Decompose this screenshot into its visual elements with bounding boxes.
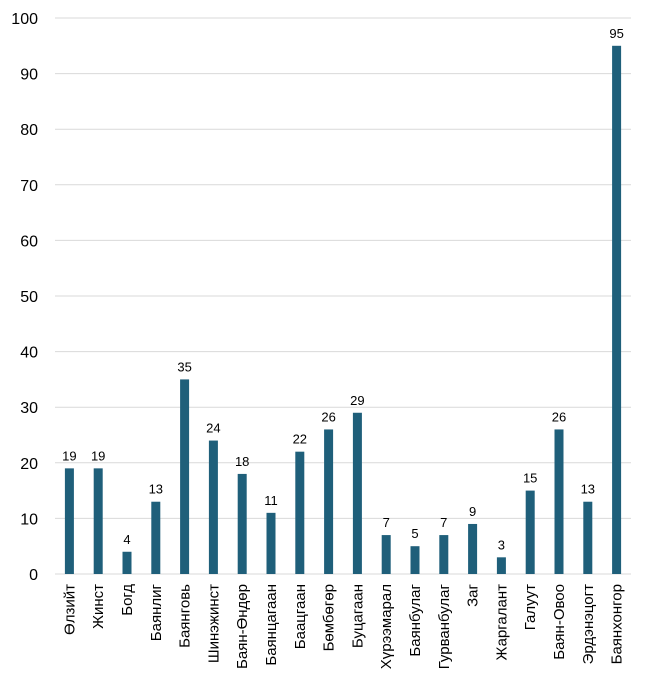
data-label: 19 xyxy=(91,448,105,463)
bar xyxy=(468,523,478,574)
data-label: 15 xyxy=(523,471,537,486)
x-tick-label: Гурванбулаг xyxy=(436,583,453,669)
data-label: 11 xyxy=(264,493,278,508)
data-label: 13 xyxy=(581,482,595,497)
y-tick-label: 40 xyxy=(20,345,38,362)
bar xyxy=(64,468,74,574)
bar xyxy=(352,412,362,574)
data-label: 5 xyxy=(411,526,418,541)
y-tick-label: 60 xyxy=(20,233,38,250)
data-label: 26 xyxy=(552,409,566,424)
bar xyxy=(122,551,132,574)
data-labels: 19 19 4 13 35 24 18 11 22 26 29 7 5 7 9 3 15 26 13 95 xyxy=(62,26,624,553)
data-label: 7 xyxy=(383,515,390,530)
x-tick-label: Баян-Овоо xyxy=(551,584,568,660)
x-tick-label: Галуут xyxy=(522,584,539,630)
x-tick-label: Хүрээмарал xyxy=(378,584,395,669)
bar xyxy=(295,451,305,574)
x-tick-label: Баянцагаан xyxy=(263,584,280,666)
bar xyxy=(410,546,420,574)
x-tick-label: Баянхонгор xyxy=(609,584,626,664)
data-label: 19 xyxy=(62,448,76,463)
data-label: 26 xyxy=(321,409,335,424)
gridlines xyxy=(55,17,631,519)
x-tick-label: Баянбулаг xyxy=(407,583,424,656)
x-tick-label: Жинст xyxy=(90,584,107,629)
y-tick-label: 10 xyxy=(20,511,38,528)
x-tick-label: Өлзийт xyxy=(61,584,78,635)
bar xyxy=(266,512,276,574)
data-label: 7 xyxy=(440,515,447,530)
data-label: 29 xyxy=(350,393,364,408)
y-axis-ticks: 0 10 20 30 40 50 60 70 80 90 100 xyxy=(11,11,38,584)
y-tick-label: 70 xyxy=(20,178,38,195)
bar xyxy=(583,501,593,574)
data-label: 4 xyxy=(123,532,130,547)
data-label: 9 xyxy=(469,504,476,519)
bar xyxy=(612,45,622,575)
x-tick-label: Заг xyxy=(465,583,482,606)
y-tick-label: 30 xyxy=(20,400,38,417)
y-tick-label: 0 xyxy=(29,567,38,584)
bar xyxy=(93,468,103,574)
x-tick-label: Баянговь xyxy=(177,584,194,648)
bar xyxy=(237,473,247,574)
bar xyxy=(554,429,564,574)
x-tick-label: Бөмбөгөр xyxy=(321,584,338,651)
x-tick-label: Баянлиг xyxy=(148,583,165,641)
y-tick-label: 50 xyxy=(20,289,38,306)
bar xyxy=(439,535,449,574)
data-label: 95 xyxy=(609,26,623,41)
x-tick-label: Эрдэнэцогт xyxy=(580,584,597,665)
bar xyxy=(180,379,190,574)
bar xyxy=(525,490,535,574)
data-label: 3 xyxy=(498,537,505,552)
y-tick-label: 90 xyxy=(20,67,38,84)
bar xyxy=(208,440,218,574)
y-tick-label: 20 xyxy=(20,456,38,473)
bars xyxy=(64,45,622,575)
bar xyxy=(381,535,391,574)
data-label: 18 xyxy=(235,454,249,469)
x-tick-label: Богд xyxy=(119,584,136,616)
y-tick-label: 100 xyxy=(11,11,38,28)
bar xyxy=(324,429,334,574)
x-tick-label: Баян-Өндөр xyxy=(234,584,251,669)
y-tick-label: 80 xyxy=(20,122,38,139)
data-label: 22 xyxy=(293,432,307,447)
x-tick-label: Жаргалант xyxy=(493,584,510,661)
bar xyxy=(496,557,506,574)
bar xyxy=(151,501,161,574)
data-label: 35 xyxy=(177,359,191,374)
data-label: 24 xyxy=(206,421,220,436)
x-tick-label: Шинэжинст xyxy=(205,584,222,663)
x-tick-label: Буцагаан xyxy=(349,584,366,648)
x-axis-labels: Өлзийт Жинст Богд Баянлиг Баянговь Шинэжинст Б… xyxy=(61,583,625,669)
x-tick-label: Баацгаан xyxy=(292,584,309,649)
data-label: 13 xyxy=(149,482,163,497)
